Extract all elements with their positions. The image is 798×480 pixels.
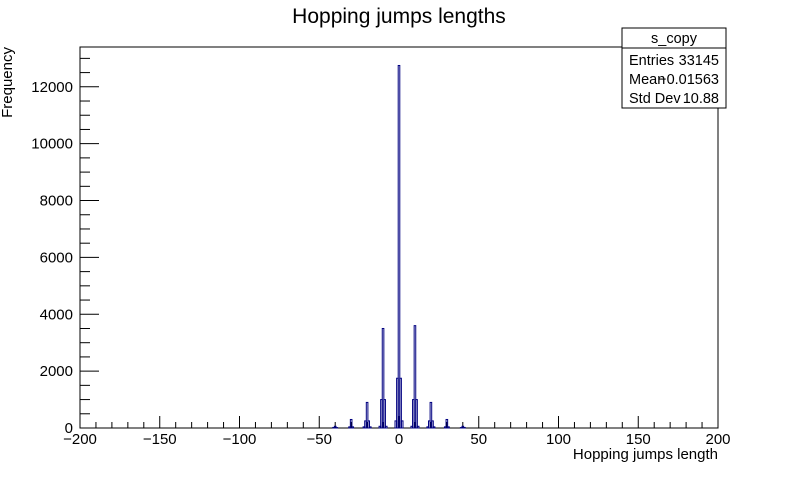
y-tick-label: 0 xyxy=(65,420,73,437)
stats-box-title: s_copy xyxy=(651,31,698,47)
x-axis-title: Hopping jumps length xyxy=(573,446,718,463)
histogram-bin xyxy=(433,427,435,428)
histogram-bin xyxy=(352,427,354,428)
x-axis-ticks xyxy=(80,416,718,428)
histogram-bin xyxy=(369,427,371,428)
chart-title: Hopping jumps lengths xyxy=(292,5,506,28)
histogram-bin xyxy=(401,421,403,428)
stats-label-entries: Entries xyxy=(629,53,674,69)
stats-value-entries: 33145 xyxy=(679,53,719,69)
stats-label-std-dev: Std Dev xyxy=(629,91,681,107)
x-tick-label: −150 xyxy=(143,431,177,448)
y-axis-title: Frequency xyxy=(0,47,16,118)
histogram-bin xyxy=(464,427,466,428)
y-tick-label: 12000 xyxy=(31,79,73,96)
histogram-bin xyxy=(384,400,386,428)
histogram-bin xyxy=(398,65,400,428)
histogram-bars xyxy=(333,65,465,428)
x-tick-label: 0 xyxy=(395,431,403,448)
y-tick-label: 6000 xyxy=(40,249,73,266)
y-axis-tick-labels: 0 2000 4000 6000 8000 10000 12000 xyxy=(31,79,73,437)
x-tick-label: 50 xyxy=(470,431,487,448)
histogram-bin xyxy=(448,427,450,428)
stats-box: s_copy Entries 33145 Mean −0.01563 Std D… xyxy=(622,28,726,108)
histogram-bin xyxy=(385,426,387,428)
y-tick-label: 2000 xyxy=(40,363,73,380)
stats-value-mean: −0.01563 xyxy=(658,72,719,88)
x-tick-label: −50 xyxy=(307,431,332,448)
x-tick-label: 100 xyxy=(546,431,571,448)
stats-value-std-dev: 10.88 xyxy=(683,91,719,107)
histogram-bin xyxy=(416,400,418,428)
y-tick-label: 8000 xyxy=(40,193,73,210)
y-tick-label: 10000 xyxy=(31,136,73,153)
x-tick-label: −100 xyxy=(223,431,257,448)
histogram-bin xyxy=(417,426,419,428)
y-tick-label: 4000 xyxy=(40,306,73,323)
y-axis-ticks xyxy=(80,58,99,428)
